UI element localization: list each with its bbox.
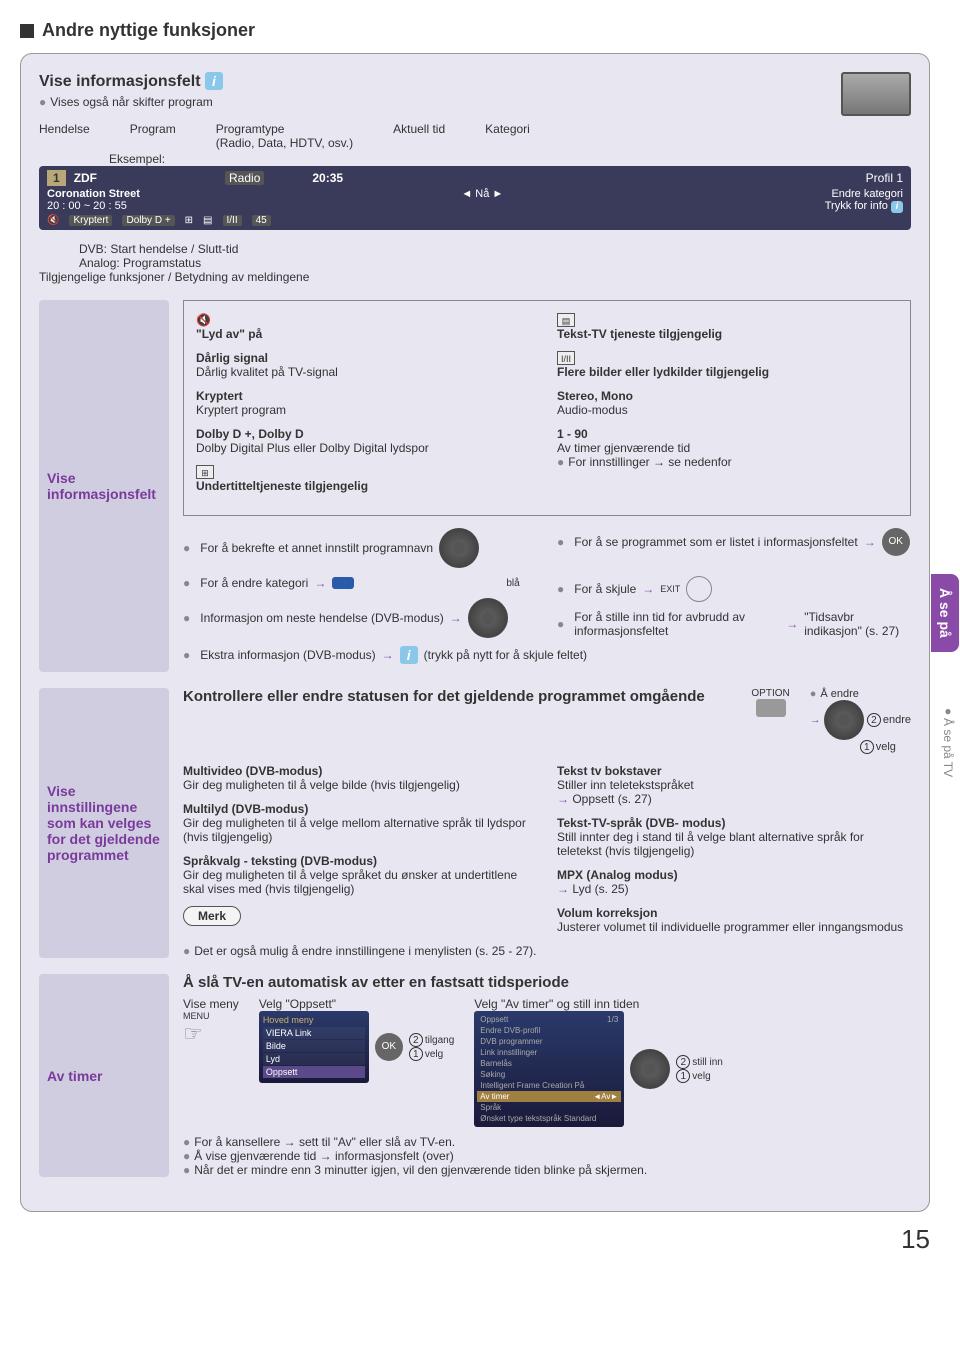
mute-small-icon: 🔇: [196, 313, 211, 327]
teletext-icon: ▤: [557, 313, 575, 327]
kontroll-heading: Kontrollere eller endre statusen for det…: [183, 688, 731, 705]
hand-icon: ☞: [183, 1021, 203, 1046]
info-banner: 1 ZDF Radio 20:35 Profil 1 Coronation St…: [39, 166, 911, 230]
dpad-icon: [824, 700, 864, 740]
option-button-icon: [756, 699, 786, 717]
ok-button-icon: OK: [882, 528, 910, 556]
detail-box: 🔇"Lyd av" på Dårlig signalDårlig kvalite…: [183, 300, 911, 516]
info-icon: i: [205, 72, 223, 90]
avtimer-heading: Å slå TV-en automatisk av etter en fasts…: [183, 974, 911, 991]
profile: Profil 1: [866, 171, 903, 185]
avtimer-col2: Velg "Oppsett": [259, 997, 454, 1011]
analog-line: Analog: Programstatus: [79, 256, 911, 270]
avtimer-col3: Velg "Av timer" og still inn tiden: [474, 997, 723, 1011]
prog-type: Radio: [225, 171, 264, 185]
left-label-settings: Vise innstillingene som kan velges for d…: [39, 688, 169, 958]
funcs-line: Tilgjengelige funksjoner / Betydning av …: [39, 270, 911, 284]
main-menu-mock: Hoved meny VIERA Link Bilde Lyd Oppsett: [259, 1011, 369, 1083]
txt-icon: ▤: [203, 215, 212, 226]
prog-timespan: 20 : 00 ~ 20 : 55: [47, 200, 127, 212]
prog-name: Coronation Street: [47, 188, 140, 200]
merk-button: Merk: [183, 906, 241, 926]
section-title: Andre nyttige funksjoner: [42, 20, 255, 41]
exit-button-icon: [686, 576, 712, 602]
channel-number: 1: [47, 170, 66, 186]
subtitle-icon: ⊞: [196, 465, 214, 479]
side-tab-2: ●Å se på TV: [937, 694, 959, 787]
change-category: Endre kategori: [831, 188, 903, 200]
banner-column-labels: Hendelse Program Programtype(Radio, Data…: [39, 122, 911, 150]
dpad-icon: [630, 1049, 670, 1089]
left-label-avtimer: Av timer: [39, 974, 169, 1177]
current-time: 20:35: [312, 171, 343, 185]
multifeed-icon: I/II: [557, 351, 575, 365]
dpad-icon: [439, 528, 479, 568]
dpad-icon: [468, 598, 508, 638]
oppsett-menu-mock: Oppsett1/3 Endre DVB-profil DVB programm…: [474, 1011, 624, 1127]
page-number: 15: [20, 1224, 930, 1255]
info-icon: i: [400, 646, 418, 664]
sub-icon: ⊞: [185, 215, 193, 226]
press-info: Trykk for info: [825, 200, 888, 212]
main-content: Å se på ●Å se på TV Vise informasjonsfel…: [20, 53, 930, 1212]
bullet-square: [20, 24, 34, 38]
tv-mock-icon: [841, 72, 911, 116]
left-label-info: Vise informasjonsfelt: [39, 300, 169, 672]
blue-button-icon: [332, 577, 354, 589]
vise-sub: ●Vises også når skifter program: [39, 95, 223, 109]
vise-title: Vise informasjonsfelt i: [39, 72, 223, 91]
side-tab-1: Å se på: [931, 574, 959, 652]
avtimer-col1: Vise meny: [183, 997, 239, 1011]
channel-name: ZDF: [74, 171, 97, 185]
option-label: OPTION: [751, 688, 789, 699]
section-header: Andre nyttige funksjoner: [20, 20, 930, 41]
mute-icon: 🔇: [47, 215, 59, 226]
dvb-line: DVB: Start hendelse / Slutt-tid: [79, 242, 911, 256]
ok-button-icon: OK: [375, 1033, 403, 1061]
eksempel-label: Eksempel:: [109, 152, 911, 166]
